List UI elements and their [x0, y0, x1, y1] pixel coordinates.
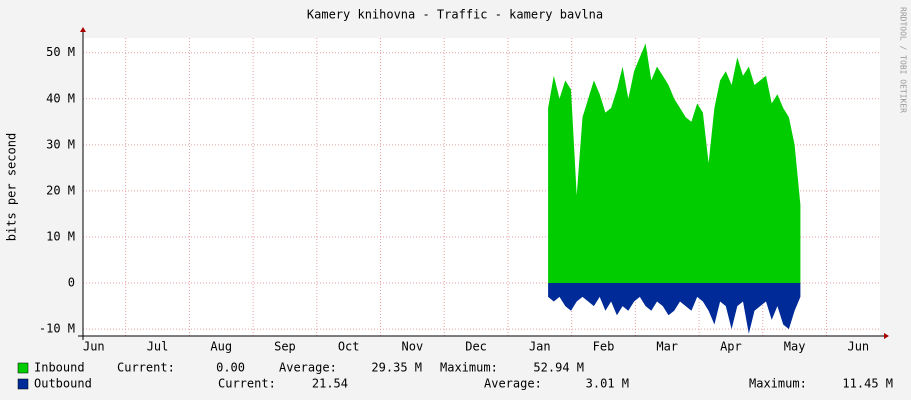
- area: [548, 43, 801, 284]
- y-arrow: [80, 27, 86, 32]
- legend-swatch: [17, 362, 29, 374]
- x-tick-label: Oct: [338, 340, 360, 354]
- x-tick-label: Jul: [147, 340, 169, 354]
- legend-stat-value: 0.00: [216, 361, 245, 375]
- x-tick-label: Feb: [593, 340, 615, 354]
- legend-stat-value: 11.45 M: [842, 377, 893, 391]
- y-tick-label: -10 M: [39, 322, 75, 336]
- x-tick-label: Jun: [847, 340, 869, 354]
- x-tick-label: Apr: [720, 340, 742, 354]
- y-axis-label: bits per second: [5, 133, 19, 241]
- x-tick-label: Jan: [529, 340, 551, 354]
- legend-stat-label: Maximum:: [749, 377, 807, 391]
- legend-stat-label: Maximum:: [440, 361, 498, 375]
- y-tick-label: 10 M: [46, 229, 75, 243]
- y-tick-label: 20 M: [46, 183, 75, 197]
- x-arrow: [884, 333, 889, 339]
- x-tick-label: May: [784, 340, 806, 354]
- x-tick-label: Mar: [656, 340, 678, 354]
- legend-stat-label: Average:: [484, 377, 542, 391]
- y-tick-label: 40 M: [46, 91, 75, 105]
- y-tick-label: 50 M: [46, 45, 75, 59]
- legend-label: Outbound: [34, 377, 92, 391]
- legend-stat-value: 29.35 M: [371, 361, 422, 375]
- chart-title: Kamery knihovna - Traffic - kamery bavln…: [307, 8, 603, 22]
- legend-stat-value: 21.54: [312, 377, 348, 391]
- legend-label: Inbound: [34, 361, 85, 375]
- watermark: RRDTOOL / TOBI OETIKER: [899, 7, 908, 113]
- legend-stat-value: 3.01 M: [586, 377, 629, 391]
- x-tick-label: Nov: [402, 340, 424, 354]
- area: [548, 283, 801, 334]
- legend-stat-label: Current:: [117, 361, 175, 375]
- x-tick-label: Jun: [83, 340, 105, 354]
- legend-swatch: [17, 378, 29, 390]
- x-tick-label: Sep: [274, 340, 296, 354]
- x-tick-label: Aug: [210, 340, 232, 354]
- legend-stat-label: Current:: [218, 377, 276, 391]
- y-tick-label: 30 M: [46, 137, 75, 151]
- y-tick-label: 0: [68, 276, 75, 290]
- legend-stat-label: Average:: [279, 361, 337, 375]
- x-tick-label: Dec: [465, 340, 487, 354]
- legend-stat-value: 52.94 M: [533, 361, 584, 375]
